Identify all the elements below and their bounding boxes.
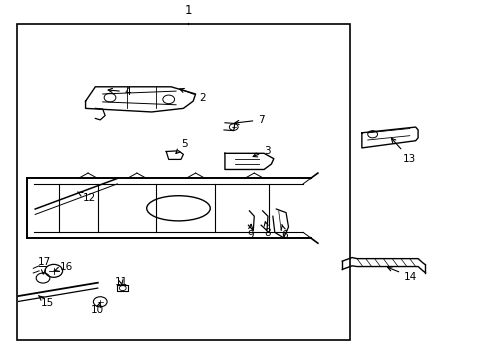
Text: 3: 3	[253, 146, 270, 157]
Text: 14: 14	[387, 267, 417, 282]
Text: 11: 11	[114, 276, 128, 287]
Text: 7: 7	[234, 115, 264, 125]
Text: 8: 8	[264, 222, 271, 238]
Text: 17: 17	[37, 257, 51, 274]
Text: 1: 1	[184, 4, 192, 17]
Bar	[17, 24, 349, 340]
Text: 15: 15	[39, 296, 55, 308]
Text: 6: 6	[281, 224, 287, 240]
Text: 12: 12	[78, 192, 96, 203]
Text: 2: 2	[180, 89, 206, 103]
Text: 13: 13	[390, 138, 416, 164]
Text: 9: 9	[246, 224, 253, 240]
Text: 10: 10	[91, 302, 104, 315]
Text: 5: 5	[176, 139, 188, 153]
Text: 16: 16	[54, 262, 73, 272]
Text: 4: 4	[108, 87, 131, 97]
